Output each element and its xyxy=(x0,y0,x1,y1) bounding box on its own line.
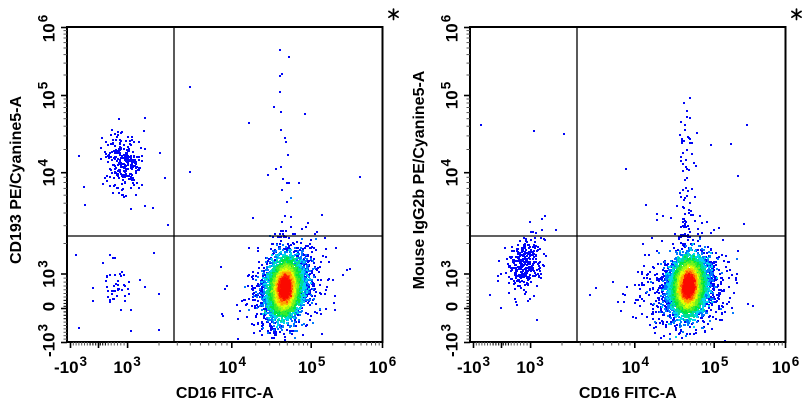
svg-text:CD16 FITC-A: CD16 FITC-A xyxy=(176,385,274,402)
svg-text:CD16 FITC-A: CD16 FITC-A xyxy=(579,385,677,402)
svg-text:CD193 PE/Cyanine5-A: CD193 PE/Cyanine5-A xyxy=(8,96,25,265)
svg-text:Mouse IgG2b PE/Cyanine5-A: Mouse IgG2b PE/Cyanine5-A xyxy=(411,70,428,289)
svg-text:0: 0 xyxy=(40,302,59,311)
svg-text:0: 0 xyxy=(443,302,462,311)
